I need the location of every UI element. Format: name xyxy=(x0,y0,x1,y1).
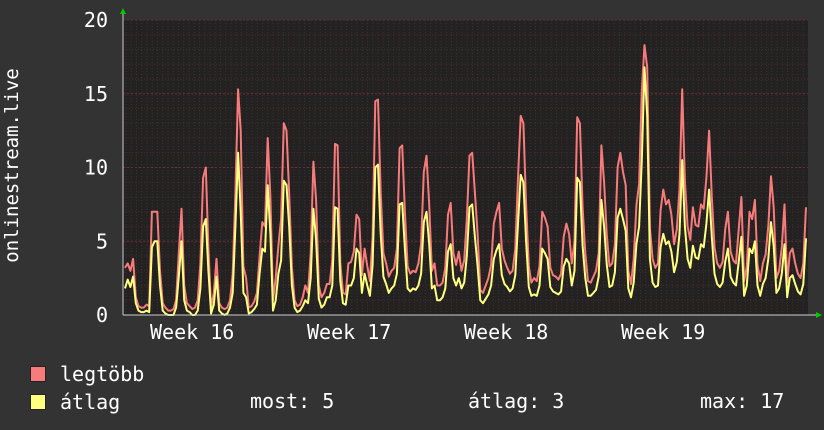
y-axis-arrow xyxy=(120,8,126,14)
stat-max: max: 17 xyxy=(700,389,785,413)
y-tick-label: 15 xyxy=(84,82,108,106)
x-tick-label: Week 17 xyxy=(307,320,391,344)
series-line-max xyxy=(124,44,807,312)
x-axis-arrow xyxy=(816,312,822,318)
y-tick-label: 10 xyxy=(84,156,108,180)
x-tick-label: Week 18 xyxy=(464,320,548,344)
stat-average: átlag: 3 xyxy=(468,389,565,413)
x-tick-label: Week 16 xyxy=(150,320,234,344)
stat-current: most: 5 xyxy=(250,389,335,413)
x-tick-label: Week 19 xyxy=(621,320,705,344)
y-tick-label: 0 xyxy=(96,303,108,327)
y-tick-label: 5 xyxy=(96,229,108,253)
series-line-avg xyxy=(124,66,807,316)
y-axis-label: onlinestream.live xyxy=(1,68,23,262)
y-tick-label: 20 xyxy=(84,8,108,32)
